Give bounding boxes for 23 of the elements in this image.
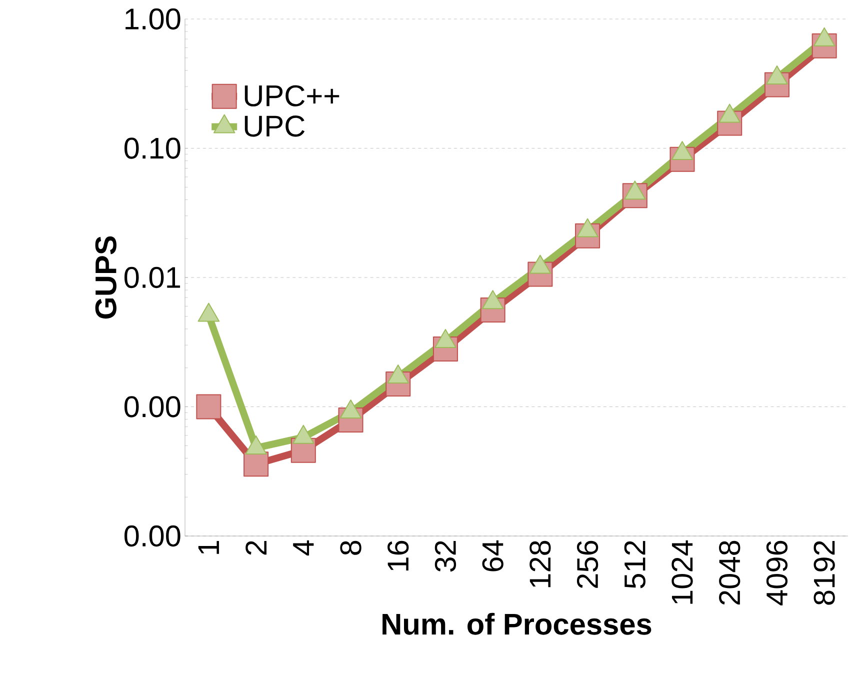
x-tick-label: 64 [482, 540, 504, 572]
x-tick-label: 256 [576, 540, 598, 588]
y-tick-label: 1.00 [126, 8, 180, 30]
y-tick-label: 0.00 [124, 396, 180, 418]
y-tick-label: 0.10 [124, 138, 180, 159]
x-tick-label: 512 [624, 541, 646, 588]
legend-label: UPC++ [244, 85, 340, 106]
x-tick-label: 4096 [766, 540, 788, 606]
y-axis-title: GUPS [95, 236, 116, 319]
x-tick-label: 1024 [672, 540, 693, 604]
x-axis-title: Num. of Processes [382, 612, 652, 635]
legend-label: UPC [244, 116, 305, 137]
y-tick-label: 0.01 [124, 266, 180, 288]
x-tick-label: 16 [388, 540, 409, 570]
x-tick-label: 128 [530, 540, 551, 588]
x-tick-label: 32 [434, 541, 456, 572]
x-tick-label: 1 [198, 540, 219, 554]
x-tick-label: 2 [246, 541, 266, 555]
x-tick-label: 8192 [814, 541, 835, 605]
x-tick-label: 2048 [719, 540, 740, 605]
x-tick-label: 8 [340, 540, 362, 555]
y-tick-label: 0.00 [124, 525, 180, 547]
x-tick-label: 4 [293, 540, 314, 556]
